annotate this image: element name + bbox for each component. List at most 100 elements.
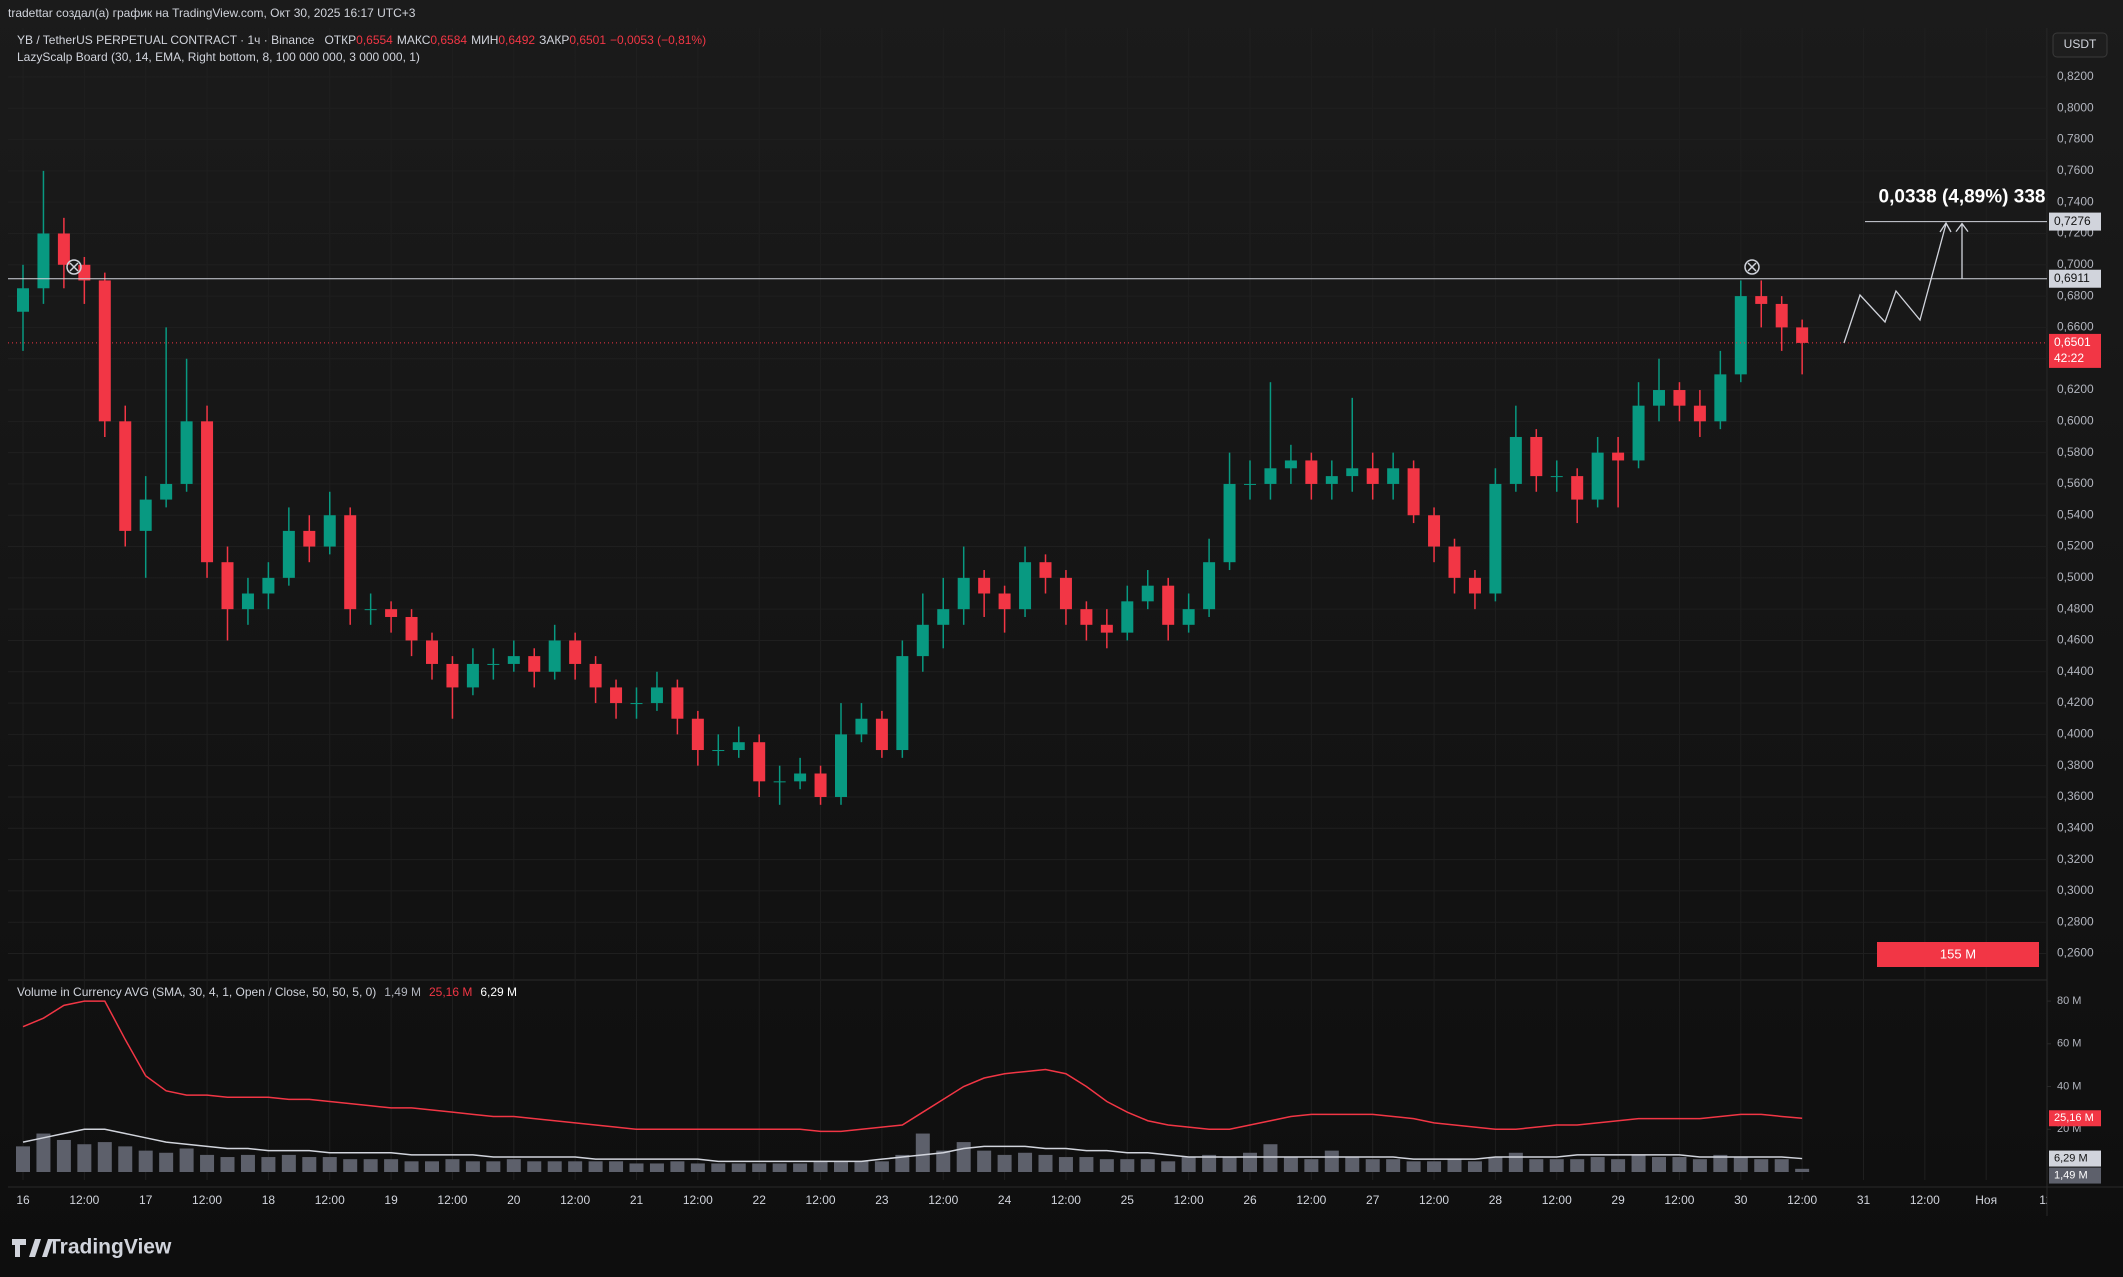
candle-body [1162,585,1175,625]
volume-bar [956,1142,971,1172]
change: −0,0053 (−0,81%) [610,33,706,47]
x-tick-label: 12:00 [1787,1193,1817,1207]
y-tick-label: 0,5200 [2057,539,2094,553]
candle-body [589,663,602,688]
x-tick-label: 29 [1611,1193,1625,1207]
candle-body [1121,601,1134,633]
candle-body [753,742,766,782]
currency-label[interactable]: USDT [2064,37,2097,51]
x-tick-label: 17 [139,1193,153,1207]
candle-body [78,264,91,281]
volume-bar [915,1133,930,1172]
candle-body [1284,460,1297,469]
volume-bar [547,1161,562,1172]
x-tick-label: 12:00 [315,1193,345,1207]
indicator-legend: LazyScalp Board (30, 14, EMA, Right bott… [17,50,420,64]
candle-body [569,640,582,664]
ohlc-label: МАКС [397,33,431,47]
projection-path [1843,223,1947,344]
x-tick-label: 30 [1734,1193,1748,1207]
candle-body [37,233,50,289]
volume-bar [793,1163,808,1172]
volume-bar [1181,1157,1196,1172]
volume-bar [1161,1161,1176,1172]
measure-arrow-head [1955,222,1969,232]
volume-bar [629,1163,644,1172]
target-label: 0,7276 [2054,214,2091,228]
volume-bar [1795,1168,1810,1172]
candle-body [1714,374,1727,422]
volume-legend: Volume in Currency AVG (SMA, 30, 4, 1, O… [17,985,517,999]
candle-body [17,288,29,312]
y-tick-label: 0,7600 [2057,163,2094,177]
ohlc-value: 0,6584 [430,33,467,47]
currency-button[interactable] [2052,32,2108,58]
candle-body [1080,609,1093,625]
y-tick-label: 0,6600 [2057,320,2094,334]
candle-body [1734,296,1747,375]
x-tick-label: 12:00 [1542,1193,1572,1207]
cross-marker [1747,262,1757,272]
volume-bar [895,1154,910,1172]
candle-body [303,530,316,547]
level-box [2049,269,2101,288]
candle-body [1203,562,1216,610]
y-tick-label: 0,3000 [2057,883,2094,897]
volume-bar [1324,1150,1339,1172]
candle-body [160,483,173,500]
volume-value: 1,49 M [384,985,421,999]
candle-body [835,734,847,797]
candle-body [221,562,234,610]
cross-marker [1744,259,1760,275]
volume-bar [118,1146,133,1172]
x-tick-label: 25 [1121,1193,1135,1207]
candle-body [1632,405,1645,461]
y-tick-label: 0,7000 [2057,257,2094,271]
volume-bar [1488,1157,1503,1172]
volume-bar [97,1142,112,1172]
x-tick-label: 18 [262,1193,276,1207]
volume-bar [1611,1159,1626,1172]
volume-bar [1058,1157,1073,1172]
volume-bar [834,1161,848,1172]
volume-bar [1263,1144,1278,1172]
value-box-label: 25,16 M [2054,1112,2094,1124]
y-tick-label: 0,4800 [2057,601,2094,615]
candle-body [1366,468,1379,484]
candle-body [1182,609,1195,625]
brand-name: TradingView [48,1236,172,1259]
candle-body [1550,476,1563,478]
volume-bar [179,1148,194,1172]
volume-bar [711,1163,726,1172]
y-tick-label: 0,3600 [2057,789,2094,803]
y-tick-label: 0,6800 [2057,288,2094,302]
main-pane [8,170,2047,805]
markers [66,259,1760,275]
volume-bar [1713,1154,1728,1172]
candle-body [1509,436,1522,484]
candle-body [139,499,152,531]
volume-bar [425,1161,439,1172]
value-box [2049,1150,2101,1167]
volume-bar [1243,1152,1257,1172]
volume-bar [936,1150,951,1172]
x-tick-label: 31 [1857,1193,1871,1207]
target-box [2049,212,2101,231]
x-tick-label: Ноя [1975,1193,1997,1207]
x-tick-label: 20 [507,1193,521,1207]
volume-bar [56,1139,71,1172]
volume-bar [690,1163,705,1172]
candle-body [1387,468,1400,484]
candle-body [262,577,275,594]
candle-body [241,593,254,610]
x-tick-label: 12:00 [1419,1193,1449,1207]
candle-body [1428,515,1441,547]
x-tick-label: 28 [1489,1193,1503,1207]
value-box [2049,1110,2101,1127]
candle-body [691,718,704,751]
candle-body [671,687,684,719]
volume-bar [609,1161,624,1172]
y-tick-label: 0,8200 [2057,69,2094,83]
volume-bar [36,1133,51,1172]
